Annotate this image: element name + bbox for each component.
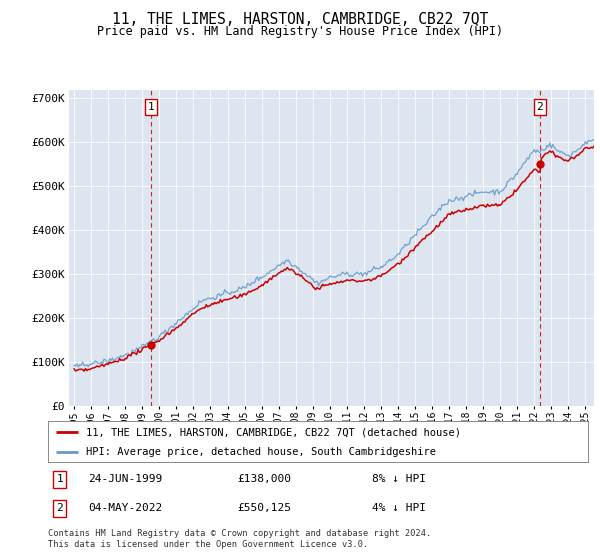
Text: 2: 2	[536, 102, 544, 112]
Text: 24-JUN-1999: 24-JUN-1999	[89, 474, 163, 484]
Text: 1: 1	[148, 102, 154, 112]
Text: Contains HM Land Registry data © Crown copyright and database right 2024.
This d: Contains HM Land Registry data © Crown c…	[48, 529, 431, 549]
Text: £138,000: £138,000	[237, 474, 291, 484]
Text: 11, THE LIMES, HARSTON, CAMBRIDGE, CB22 7QT (detached house): 11, THE LIMES, HARSTON, CAMBRIDGE, CB22 …	[86, 427, 461, 437]
Text: Price paid vs. HM Land Registry's House Price Index (HPI): Price paid vs. HM Land Registry's House …	[97, 25, 503, 38]
Text: 2: 2	[56, 503, 63, 514]
Text: HPI: Average price, detached house, South Cambridgeshire: HPI: Average price, detached house, Sout…	[86, 447, 436, 457]
Text: 04-MAY-2022: 04-MAY-2022	[89, 503, 163, 514]
Text: 8% ↓ HPI: 8% ↓ HPI	[372, 474, 426, 484]
Text: 11, THE LIMES, HARSTON, CAMBRIDGE, CB22 7QT: 11, THE LIMES, HARSTON, CAMBRIDGE, CB22 …	[112, 12, 488, 27]
Text: 1: 1	[56, 474, 63, 484]
Text: £550,125: £550,125	[237, 503, 291, 514]
Text: 4% ↓ HPI: 4% ↓ HPI	[372, 503, 426, 514]
